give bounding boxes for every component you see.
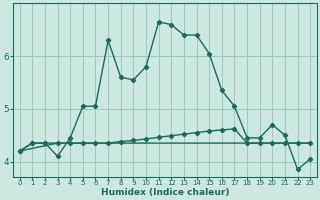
X-axis label: Humidex (Indice chaleur): Humidex (Indice chaleur) [101, 188, 229, 197]
